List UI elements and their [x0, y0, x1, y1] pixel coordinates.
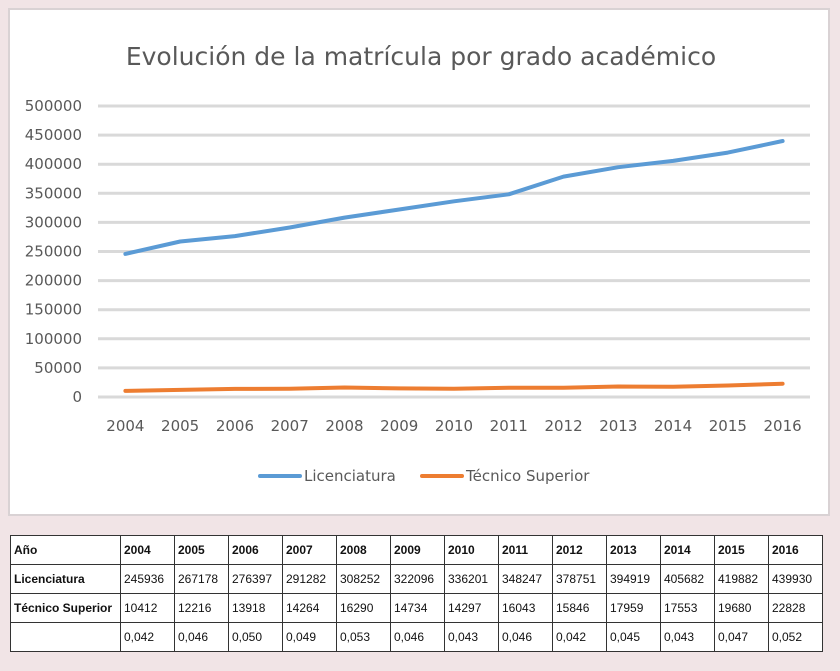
x-tick-label: 2014: [654, 417, 692, 435]
x-tick-label: 2004: [106, 417, 144, 435]
x-tick-label: 2016: [764, 417, 802, 435]
table-cell: 0,047: [714, 622, 769, 652]
table-cell: 14297: [444, 593, 499, 623]
y-tick-label: 500000: [25, 97, 82, 115]
table-cell: 17959: [606, 593, 661, 623]
table-cell: 10412: [120, 593, 175, 623]
table-row-label: Licenciatura: [10, 564, 121, 594]
line-chart: Evolución de la matrícula por grado acad…: [25, 42, 810, 485]
table-cell: 0,050: [228, 622, 283, 652]
y-tick-label: 100000: [25, 330, 82, 348]
table-cell: 348247: [498, 564, 553, 594]
table-cell: 308252: [336, 564, 391, 594]
x-tick-label: 2013: [599, 417, 637, 435]
data-table: Año 2004 2005 2006 2007 2008 2009 2010 2011 2012 2…: [10, 535, 823, 652]
y-tick-label: 200000: [25, 272, 82, 290]
y-tick-label: 250000: [25, 243, 82, 261]
x-tick-label: 2006: [216, 417, 254, 435]
table-row-label: [10, 622, 121, 652]
table-cell: 0,043: [660, 622, 715, 652]
table-row: Licenciatura 245936 267178 276397 291282 3082…: [10, 564, 823, 594]
y-tick-label: 350000: [25, 184, 82, 202]
table-header-row: Año 2004 2005 2006 2007 2008 2009 2010 2011 2012 2…: [10, 535, 823, 565]
table-cell: 336201: [444, 564, 499, 594]
table-year-cell: 2005: [174, 535, 229, 565]
y-tick-label: 300000: [25, 213, 82, 231]
legend: Licenciatura Técnico Superior: [258, 467, 590, 485]
table-year-cell: 2014: [660, 535, 715, 565]
x-tick-label: 2012: [544, 417, 582, 435]
table-cell: 0,046: [390, 622, 445, 652]
chart-title: Evolución de la matrícula por grado acad…: [126, 42, 716, 71]
table-cell: 0,045: [606, 622, 661, 652]
y-axis-ticks: 0 50000 100000 150000 200000 250000 300000 3500…: [25, 97, 82, 406]
table-cell: 291282: [282, 564, 337, 594]
x-tick-label: 2007: [271, 417, 309, 435]
y-tick-label: 0: [72, 388, 82, 406]
table-year-cell: 2004: [120, 535, 175, 565]
table-year-cell: 2012: [552, 535, 607, 565]
chart-frame: Evolución de la matrícula por grado acad…: [8, 8, 830, 516]
table-year-cell: 2009: [390, 535, 445, 565]
table-cell: 0,052: [768, 622, 823, 652]
table-cell: 16290: [336, 593, 391, 623]
table-cell: 0,042: [552, 622, 607, 652]
table-cell: 16043: [498, 593, 553, 623]
table-year-cell: 2013: [606, 535, 661, 565]
y-tick-label: 450000: [25, 126, 82, 144]
table-cell: 14734: [390, 593, 445, 623]
table-row-label: Técnico Superior: [10, 593, 121, 623]
table-cell: 22828: [768, 593, 823, 623]
table-year-cell: 2008: [336, 535, 391, 565]
x-tick-label: 2011: [490, 417, 528, 435]
table-cell: 14264: [282, 593, 337, 623]
table-cell: 12216: [174, 593, 229, 623]
x-tick-label: 2005: [161, 417, 199, 435]
table-cell: 17553: [660, 593, 715, 623]
y-tick-label: 50000: [34, 359, 82, 377]
table-cell: 276397: [228, 564, 283, 594]
table-cell: 0,043: [444, 622, 499, 652]
table-header-label: Año: [10, 535, 121, 565]
table-cell: 394919: [606, 564, 661, 594]
x-tick-label: 2009: [380, 417, 418, 435]
table-cell: 19680: [714, 593, 769, 623]
table-year-cell: 2015: [714, 535, 769, 565]
table-cell: 419882: [714, 564, 769, 594]
table-year-cell: 2010: [444, 535, 499, 565]
y-tick-label: 150000: [25, 301, 82, 319]
gridlines: [98, 104, 810, 399]
table-row: 0,042 0,046 0,050 0,049 0,053 0,046 0,043 0,046…: [10, 622, 823, 652]
y-tick-label: 400000: [25, 155, 82, 173]
table-cell: 267178: [174, 564, 229, 594]
series-line-tecnico-superior: [123, 381, 785, 393]
table-cell: 13918: [228, 593, 283, 623]
table-cell: 405682: [660, 564, 715, 594]
legend-label: Técnico Superior: [465, 467, 590, 485]
table-year-cell: 2007: [282, 535, 337, 565]
x-tick-label: 2015: [709, 417, 747, 435]
table-year-cell: 2016: [768, 535, 823, 565]
x-tick-label: 2008: [325, 417, 363, 435]
series-line-licenciatura: [123, 139, 785, 256]
x-tick-label: 2010: [435, 417, 473, 435]
table-cell: 0,042: [120, 622, 175, 652]
data-table-body: Año 2004 2005 2006 2007 2008 2009 2010 2011 2012 2…: [10, 535, 823, 652]
x-axis-ticks: 2004 2005 2006 2007 2008 2009 2010 2011 2012 2013…: [106, 417, 801, 435]
table-cell: 0,049: [282, 622, 337, 652]
series-lines: [123, 139, 785, 393]
table-cell: 0,046: [498, 622, 553, 652]
table-cell: 439930: [768, 564, 823, 594]
table-row: Técnico Superior 10412 12216 13918 14264 1629…: [10, 593, 823, 623]
table-cell: 378751: [552, 564, 607, 594]
table-cell: 15846: [552, 593, 607, 623]
table-cell: 0,053: [336, 622, 391, 652]
table-cell: 322096: [390, 564, 445, 594]
table-cell: 245936: [120, 564, 175, 594]
table-cell: 0,046: [174, 622, 229, 652]
table-year-cell: 2006: [228, 535, 283, 565]
legend-label: Licenciatura: [304, 467, 396, 485]
table-year-cell: 2011: [498, 535, 553, 565]
